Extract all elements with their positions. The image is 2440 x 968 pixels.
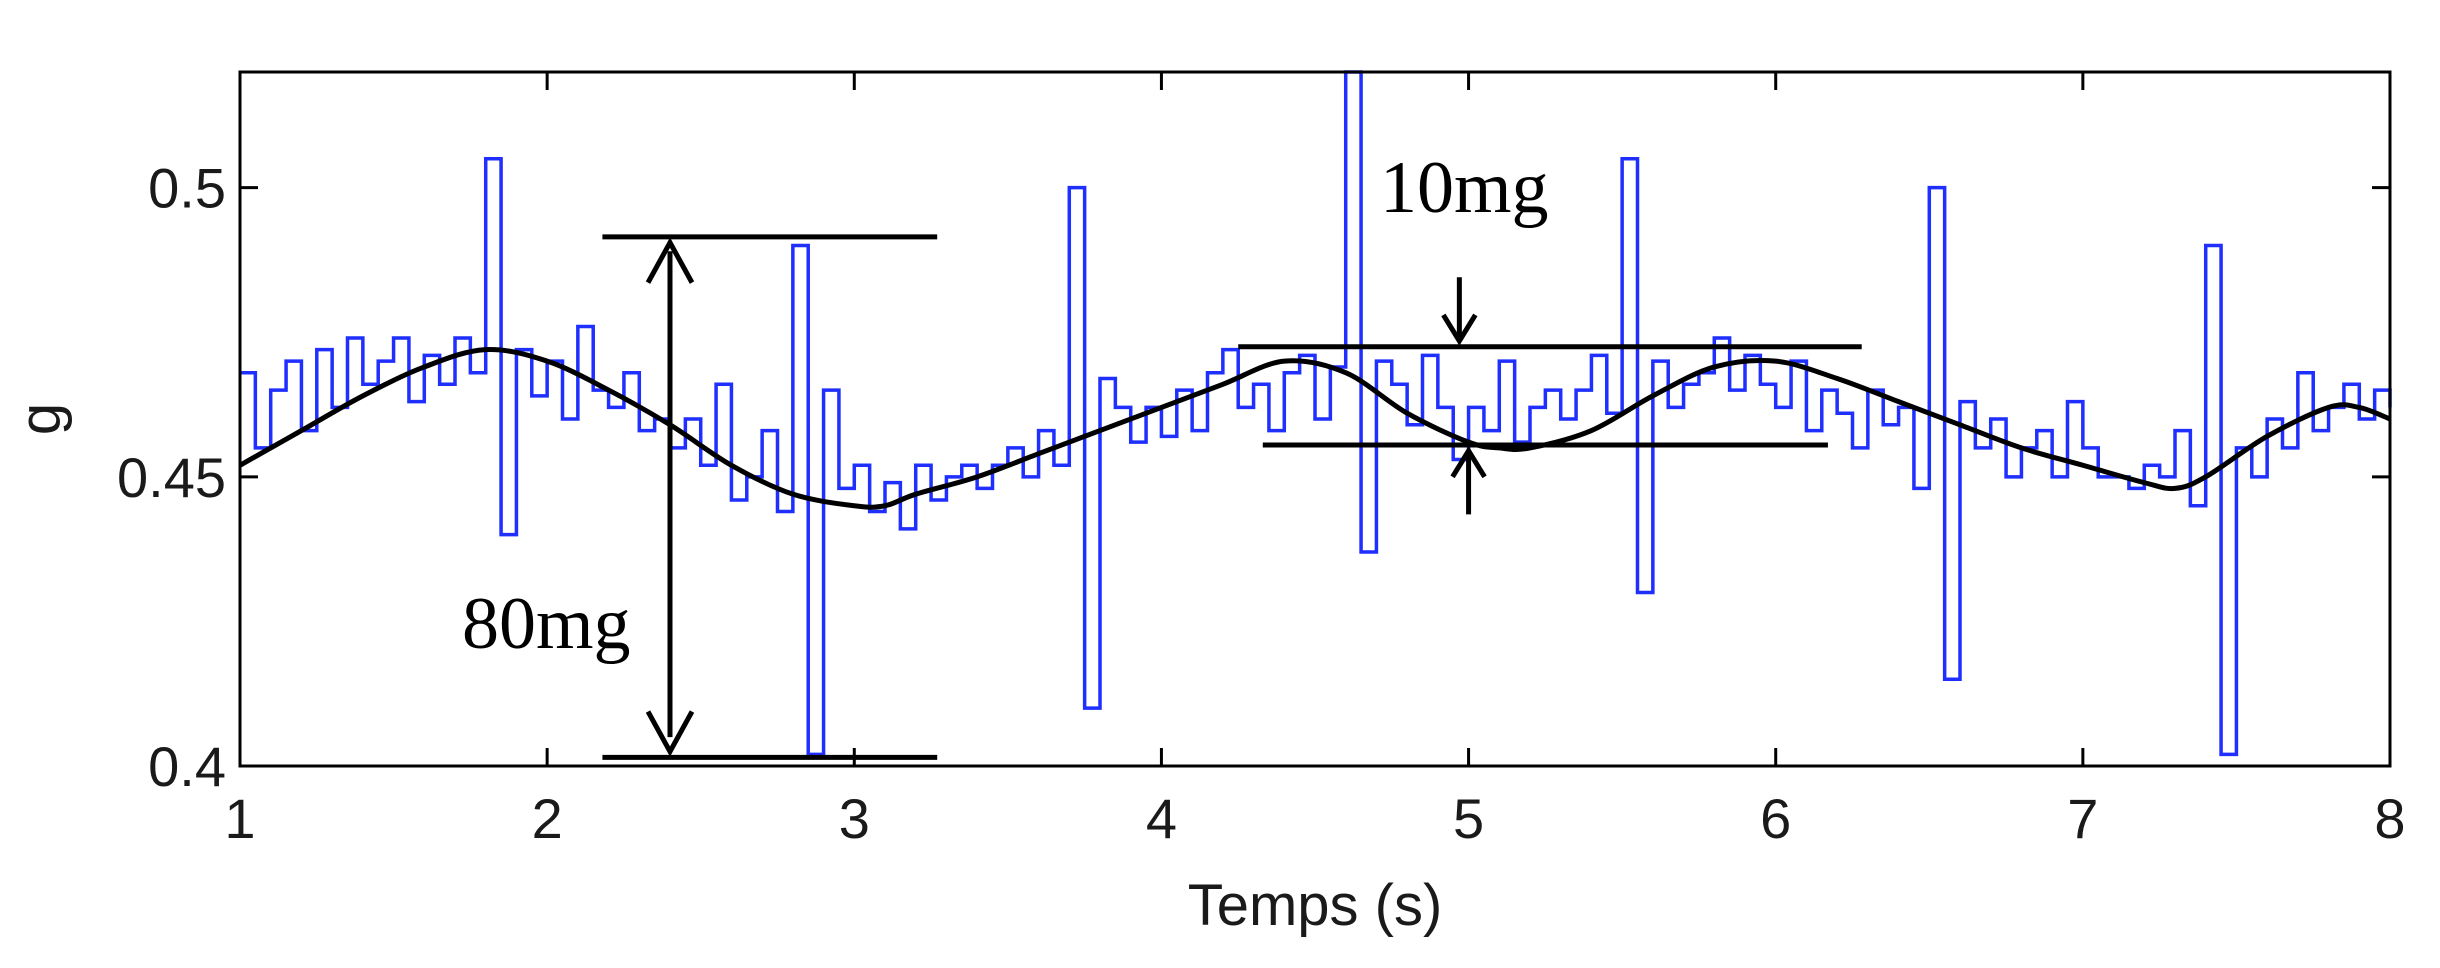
x-tick-label: 1 (224, 787, 255, 850)
arrow-up-head (645, 237, 695, 284)
x-tick-label: 3 (839, 787, 870, 850)
y-tick-label: 0.4 (148, 735, 226, 798)
y-tick-label: 0.45 (117, 446, 226, 509)
annotation-10mg: 10mg (1380, 147, 1549, 229)
plot-frame (238, 70, 2392, 768)
y-tick-label: 0.5 (148, 157, 226, 220)
arrow-down-head (645, 710, 695, 757)
x-tick-label: 7 (2067, 787, 2098, 850)
x-tick-label: 5 (1453, 787, 1484, 850)
tick-labels: 1 2 3 4 5 6 7 8 0.4 0.45 0.5 (117, 157, 2406, 850)
annotations (602, 234, 1862, 760)
x-tick-label: 8 (2374, 787, 2405, 850)
annotation-80mg: 80mg (462, 583, 631, 665)
arrow-down-head-10mg (1441, 313, 1478, 346)
y-axis-label: g (8, 403, 73, 435)
arrow-up-head-10mg (1450, 446, 1487, 479)
x-tick-label: 6 (1760, 787, 1791, 850)
series-smooth (238, 347, 2391, 510)
x-tick-label: 2 (532, 787, 563, 850)
x-tick-label: 4 (1146, 787, 1177, 850)
x-axis-label: Temps (s) (1188, 873, 1443, 938)
series-line-smooth (238, 347, 2391, 510)
